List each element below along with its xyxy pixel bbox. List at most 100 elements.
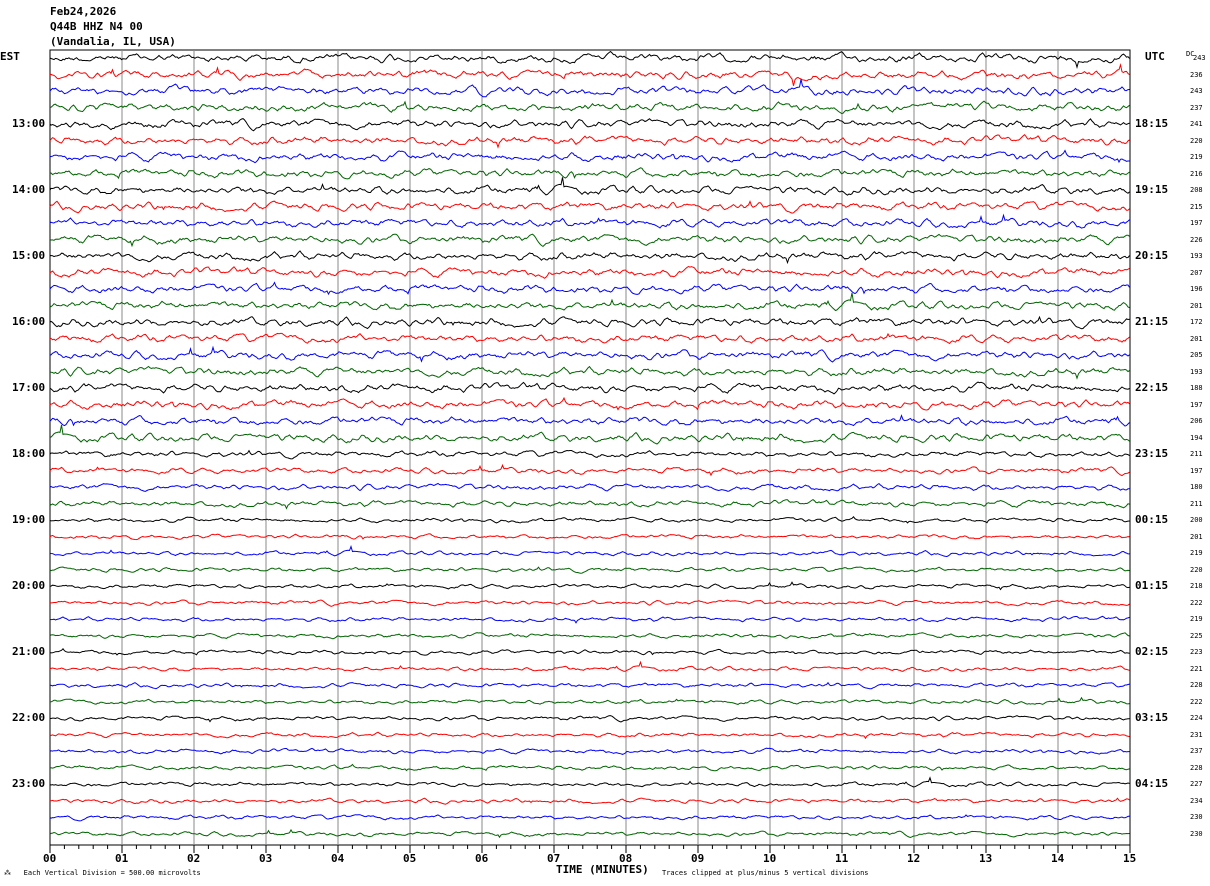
trace-38 bbox=[49, 681, 1130, 690]
x-tick-label: 14 bbox=[1051, 852, 1065, 865]
est-hour-label: 14:00 bbox=[12, 183, 46, 197]
trace-12 bbox=[49, 250, 1130, 265]
trace-10 bbox=[49, 213, 1130, 229]
trace-40 bbox=[49, 715, 1130, 723]
dc-value: 208 bbox=[1190, 186, 1203, 195]
dc-value: 222 bbox=[1190, 598, 1203, 607]
trace-32 bbox=[49, 581, 1130, 591]
dc-value: 228 bbox=[1190, 763, 1203, 772]
trace-4 bbox=[49, 118, 1130, 132]
est-hour-label: 20:00 bbox=[12, 579, 46, 593]
est-label: EST bbox=[0, 50, 20, 63]
trace-9 bbox=[49, 200, 1130, 214]
trace-26 bbox=[49, 482, 1130, 492]
dc-label: DC bbox=[1186, 50, 1195, 58]
trace-20 bbox=[49, 381, 1130, 395]
dc-value: 225 bbox=[1190, 631, 1203, 640]
trace-14 bbox=[49, 281, 1130, 296]
trace-8 bbox=[49, 177, 1130, 196]
dc-value: 243 bbox=[1190, 87, 1203, 96]
x-tick-label: 02 bbox=[187, 852, 201, 865]
x-tick-label: 06 bbox=[475, 852, 489, 865]
est-hour-label: 17:00 bbox=[12, 381, 46, 395]
x-tick-label: 07 bbox=[547, 852, 561, 865]
clip-note: Traces clipped at plus/minus 5 vertical … bbox=[662, 869, 869, 877]
dc-value: 188 bbox=[1190, 384, 1203, 393]
dc-value: 211 bbox=[1190, 450, 1203, 459]
trace-3 bbox=[49, 100, 1130, 115]
x-tick-label: 11 bbox=[835, 852, 849, 865]
trace-22 bbox=[49, 414, 1130, 427]
trace-36 bbox=[49, 648, 1130, 656]
utc-hour-label: 19:15 bbox=[1135, 183, 1169, 197]
trace-6 bbox=[49, 149, 1130, 164]
trace-2 bbox=[49, 79, 1130, 98]
est-hour-label: 22:00 bbox=[12, 711, 46, 725]
x-tick-label: 03 bbox=[259, 852, 273, 865]
utc-label: UTC bbox=[1145, 50, 1165, 63]
dc-value: 219 bbox=[1190, 153, 1203, 162]
x-tick-label: 09 bbox=[691, 852, 705, 865]
dc-value: 207 bbox=[1190, 268, 1203, 277]
dc-value: 230 bbox=[1190, 813, 1203, 822]
x-tick-label: 04 bbox=[331, 852, 345, 865]
dc-value: 220 bbox=[1190, 565, 1203, 574]
trace-16 bbox=[49, 315, 1130, 330]
date-label: Feb24,2026 bbox=[50, 5, 117, 18]
trace-45 bbox=[49, 797, 1130, 805]
dc-value: 215 bbox=[1190, 202, 1203, 211]
x-axis-title: TIME (MINUTES) bbox=[556, 863, 649, 876]
trace-17 bbox=[49, 332, 1130, 345]
dc-value: 172 bbox=[1190, 318, 1203, 327]
trace-30 bbox=[49, 545, 1130, 558]
utc-hour-label: 18:15 bbox=[1135, 117, 1169, 131]
dc-value: 219 bbox=[1190, 615, 1203, 624]
x-tick-label: 13 bbox=[979, 852, 993, 865]
est-hour-label: 15:00 bbox=[12, 249, 46, 263]
location-label: (Vandalia, IL, USA) bbox=[50, 35, 176, 48]
est-hour-label: 13:00 bbox=[12, 117, 46, 131]
est-hour-label: 19:00 bbox=[12, 513, 46, 527]
dc-value: 230 bbox=[1190, 829, 1203, 838]
x-tick-label: 05 bbox=[403, 852, 417, 865]
trace-41 bbox=[49, 731, 1130, 740]
dc-value: 211 bbox=[1190, 499, 1203, 508]
trace-33 bbox=[49, 599, 1130, 607]
trace-43 bbox=[49, 763, 1130, 772]
dc-value: 205 bbox=[1190, 351, 1203, 360]
x-tick-label: 08 bbox=[619, 852, 633, 865]
dc-value: 237 bbox=[1190, 747, 1203, 756]
x-tick-label: 00 bbox=[43, 852, 57, 865]
trace-7 bbox=[49, 167, 1130, 180]
trace-21 bbox=[49, 396, 1130, 411]
utc-hour-label: 03:15 bbox=[1135, 711, 1169, 725]
dc-value: 237 bbox=[1190, 103, 1203, 112]
trace-39 bbox=[50, 696, 1130, 705]
dc-value: 236 bbox=[1190, 70, 1203, 79]
trace-15 bbox=[49, 292, 1130, 312]
dc-value: 200 bbox=[1190, 516, 1203, 525]
dc-value: 220 bbox=[1190, 136, 1203, 145]
dc-value: 224 bbox=[1190, 714, 1203, 723]
utc-hour-label: 21:15 bbox=[1135, 315, 1169, 329]
trace-42 bbox=[49, 747, 1130, 755]
dc-value: 222 bbox=[1190, 697, 1203, 706]
trace-24 bbox=[49, 449, 1130, 460]
trace-11 bbox=[49, 233, 1130, 248]
utc-hour-label: 23:15 bbox=[1135, 447, 1169, 461]
trace-19 bbox=[49, 365, 1130, 380]
dc-value: 201 bbox=[1190, 532, 1203, 541]
dc-value: 197 bbox=[1190, 219, 1203, 228]
est-hour-label: 23:00 bbox=[12, 777, 46, 791]
utc-hour-label: 04:15 bbox=[1135, 777, 1169, 791]
trace-34 bbox=[49, 615, 1130, 624]
trace-13 bbox=[49, 265, 1130, 279]
x-tick-label: 01 bbox=[115, 852, 129, 865]
x-tick-label: 12 bbox=[907, 852, 921, 865]
dc-value: 227 bbox=[1190, 780, 1203, 789]
x-tick-label: 10 bbox=[763, 852, 777, 865]
trace-18 bbox=[49, 345, 1130, 363]
trace-28 bbox=[49, 516, 1130, 524]
